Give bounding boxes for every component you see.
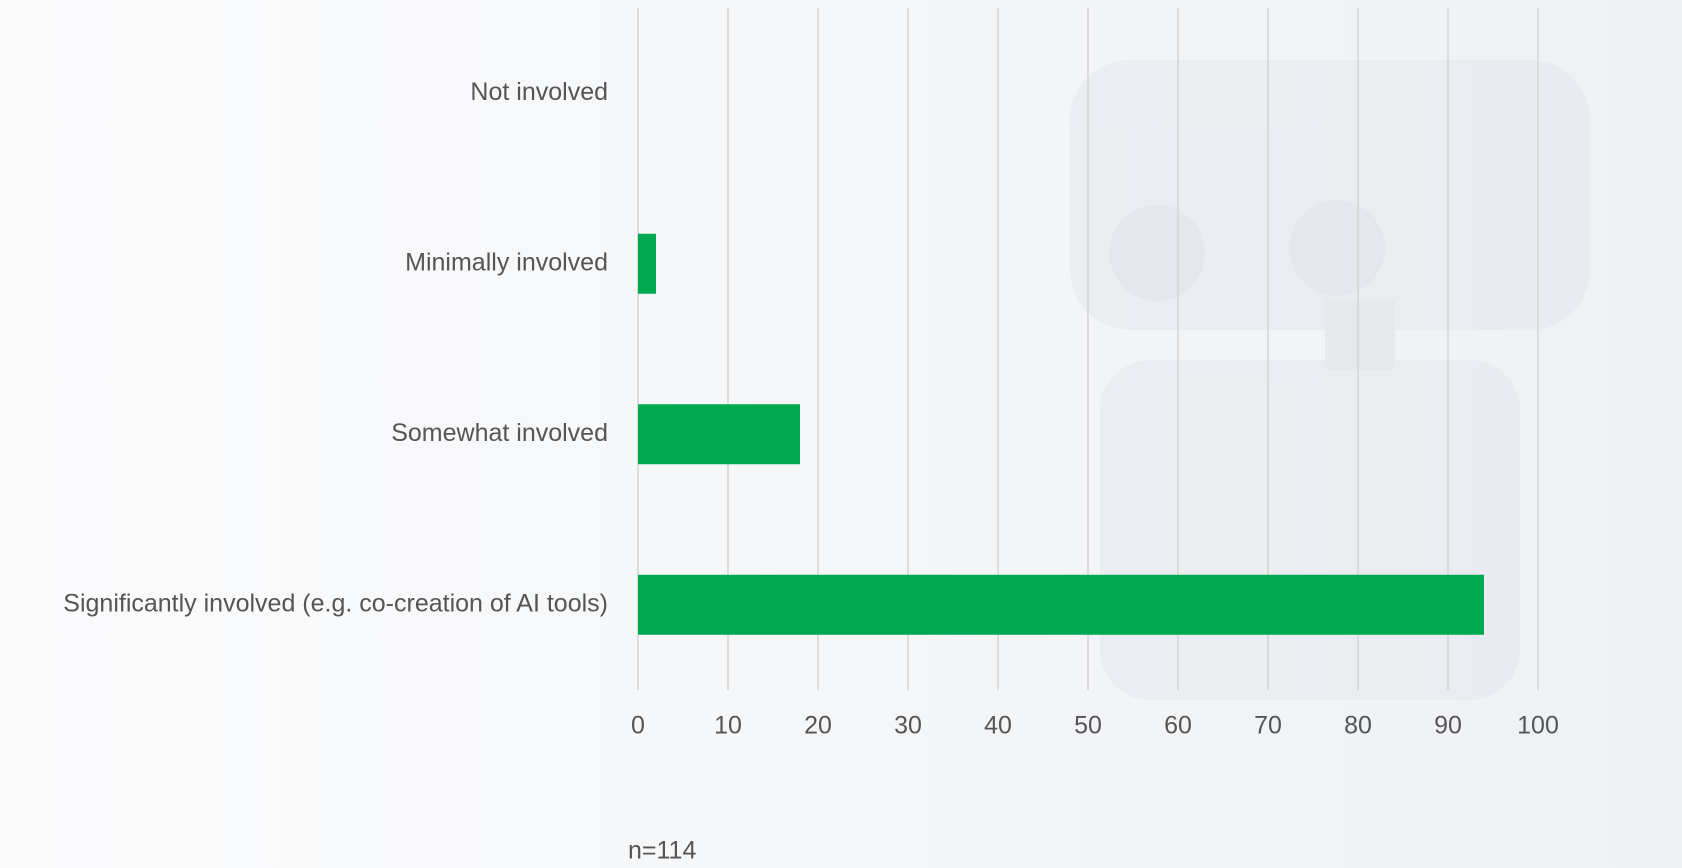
- annotation: n=114: [628, 837, 696, 865]
- x-tick-label: 20: [804, 712, 832, 740]
- y-tick-label: Somewhat involved: [391, 419, 608, 447]
- bar: [638, 574, 1484, 635]
- x-tick-label: 90: [1434, 712, 1462, 740]
- x-tick-label: 10: [714, 712, 742, 740]
- x-tick-label: 30: [894, 712, 922, 740]
- bar: [638, 404, 800, 465]
- x-tick-label: 0: [631, 712, 645, 740]
- bar: [638, 233, 656, 294]
- x-tick-label: 50: [1074, 712, 1102, 740]
- y-tick-label: Not involved: [470, 78, 608, 106]
- x-tick-label: 80: [1344, 712, 1372, 740]
- y-tick-label: Significantly involved (e.g. co-creation…: [63, 589, 608, 617]
- x-tick-label: 60: [1164, 712, 1192, 740]
- x-tick-label: 70: [1254, 712, 1282, 740]
- x-tick-label: 100: [1517, 712, 1559, 740]
- y-tick-label: Minimally involved: [405, 248, 608, 276]
- x-tick-label: 40: [984, 712, 1012, 740]
